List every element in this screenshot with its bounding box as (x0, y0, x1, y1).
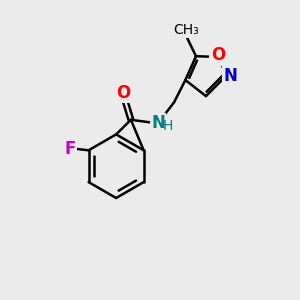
Text: O: O (116, 84, 130, 102)
Text: N: N (224, 67, 238, 85)
Text: N: N (151, 114, 165, 132)
Text: O: O (211, 46, 225, 64)
Text: F: F (64, 140, 76, 158)
Text: H: H (162, 119, 172, 133)
Text: CH₃: CH₃ (173, 23, 199, 37)
